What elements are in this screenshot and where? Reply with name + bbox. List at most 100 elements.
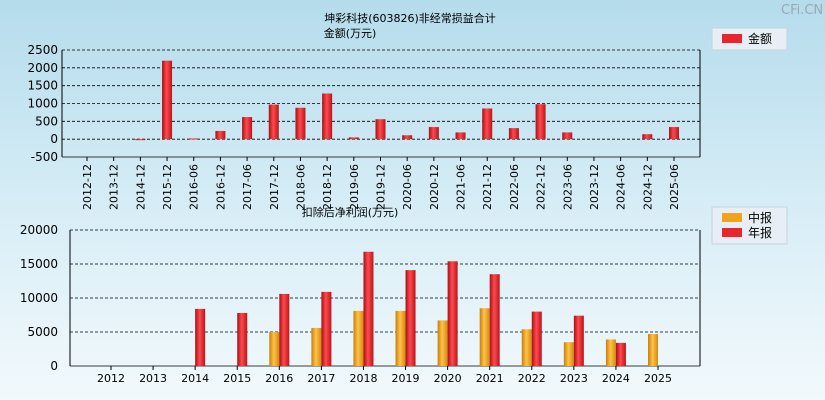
chart-1-x-tick-label: 2022-06 — [508, 164, 521, 210]
chart-1-x-tick-label: 2013-12 — [108, 164, 121, 210]
chart-1-bar — [242, 117, 253, 140]
chart-1-x-tick-label: 2014-12 — [134, 164, 147, 210]
chart-2-bar-interim — [353, 310, 364, 366]
chart-2-net-profit: 扣除后净利润(万元) 0 5000 10000 15000 20000 2012 2013… — [20, 205, 788, 385]
legend-label-interim: 中报 — [748, 210, 772, 225]
chart-1-x-tick-label: 2025-06 — [668, 164, 681, 210]
chart-2-x-tick-label: 2019 — [392, 372, 420, 385]
chart-2-x-tick-label: 2022 — [518, 372, 546, 385]
chart-1-nonrecurring-gains: 坤彩科技(603826)非经常损益合计 金额(万元) -500 0 500 1000 1… — [27, 11, 788, 210]
chart-1-x-tick-label: 2019-06 — [348, 164, 361, 210]
chart-1-bar — [455, 132, 466, 140]
chart-1-x-tick-label: 2024-06 — [615, 164, 628, 210]
chart-2-x-tick-label: 2014 — [181, 372, 209, 385]
chart-2-x-tick-label: 2021 — [476, 372, 504, 385]
chart-1-bar — [322, 93, 333, 140]
chart-2-x-tick-label: 2025 — [644, 372, 672, 385]
chart-1-y-tick-label: 1500 — [27, 79, 58, 93]
chart-1-bar — [535, 104, 546, 140]
legend-swatch-interim — [722, 213, 742, 222]
chart-1-title: 坤彩科技(603826)非经常损益合计 — [324, 11, 496, 25]
chart-2-x-tick-label: 2013 — [139, 372, 167, 385]
chart-1-bars — [135, 60, 679, 141]
legend-swatch-amount — [722, 34, 742, 43]
chart-1-x-tick-label: 2020-12 — [428, 164, 441, 210]
chart-1-bar — [268, 104, 279, 140]
chart-1-bar — [295, 107, 306, 140]
chart-1-bar — [562, 132, 573, 140]
chart-1-x-tick-label: 2019-12 — [375, 164, 388, 210]
chart-1-x-tick-label: 2022-12 — [535, 164, 548, 210]
chart-1-legend: 金额 — [711, 27, 788, 51]
chart-1-bar — [428, 127, 439, 140]
chart-2-y-axis: 0 5000 10000 15000 20000 — [20, 223, 58, 373]
chart-2-bar-annual — [447, 261, 458, 366]
chart-2-bar-interim — [269, 332, 280, 366]
chart-2-x-tick-label: 2016 — [265, 372, 293, 385]
chart-1-bar — [348, 137, 359, 140]
chart-1-x-tick-label: 2024-12 — [641, 164, 654, 210]
chart-1-bar — [642, 134, 653, 140]
legend-label-amount: 金额 — [748, 31, 772, 46]
chart-2-bar-annual — [405, 270, 416, 366]
chart-1-x-tick-label: 2012-12 — [81, 164, 94, 210]
chart-1-bar — [215, 130, 226, 140]
chart-2-bars — [195, 251, 658, 366]
chart-1-y-tick-label: 2000 — [27, 61, 58, 75]
chart-1-y-tick-label: -500 — [31, 150, 58, 164]
chart-2-bar-annual — [321, 291, 332, 366]
chart-2-bar-interim — [563, 342, 574, 366]
chart-2-bar-annual — [615, 342, 626, 366]
chart-1-x-tick-label: 2018-12 — [321, 164, 334, 210]
chart-1-x-tick-label: 2016-12 — [214, 164, 227, 210]
chart-2-gridlines — [69, 229, 701, 367]
chart-1-x-tick-label: 2017-06 — [241, 164, 254, 210]
chart-1-subtitle: 金额(万元) — [324, 26, 377, 40]
chart-1-bar — [482, 108, 493, 140]
chart-1-x-tick-label: 2023-12 — [588, 164, 601, 210]
chart-2-x-tick-label: 2018 — [349, 372, 377, 385]
chart-2-x-tick-label: 2017 — [307, 372, 335, 385]
legend-swatch-annual — [722, 228, 742, 237]
chart-1-bar — [188, 138, 199, 140]
chart-1-bar — [669, 127, 679, 140]
chart-1-x-tick-label: 2015-12 — [161, 164, 174, 210]
chart-1-x-tick-label: 2017-12 — [268, 164, 281, 210]
chart-2-x-tick-label: 2015 — [223, 372, 251, 385]
chart-1-x-tick-label: 2021-12 — [481, 164, 494, 210]
chart-2-bar-interim — [437, 320, 448, 366]
chart-2-bar-annual — [573, 315, 584, 366]
chart-2-y-tick-label: 5000 — [27, 325, 58, 339]
chart-1-y-tick-label: 0 — [50, 132, 58, 146]
chart-2-y-tick-label: 15000 — [20, 257, 58, 271]
chart-2-bar-interim — [395, 310, 406, 366]
legend-label-annual: 年报 — [748, 225, 772, 240]
chart-2-bar-interim — [521, 329, 532, 366]
chart-2-title: 扣除后净利润(万元) — [302, 205, 399, 219]
chart-2-x-tick-label: 2012 — [97, 372, 125, 385]
chart-1-x-tick-label: 2023-06 — [561, 164, 574, 210]
chart-1-x-tick-label: 2018-06 — [294, 164, 307, 210]
chart-1-bar — [135, 139, 146, 141]
chart-2-legend: 中报 年报 — [711, 206, 788, 245]
chart-2-bar-annual — [531, 311, 542, 366]
chart-2-bar-interim — [311, 327, 322, 366]
chart-1-x-tick-label: 2021-06 — [455, 164, 468, 210]
chart-2-y-tick-label: 10000 — [20, 291, 58, 305]
chart-2-bar-annual — [195, 308, 206, 366]
chart-2-y-tick-label: 20000 — [20, 223, 58, 237]
chart-1-y-tick-label: 2500 — [27, 43, 58, 57]
chart-2-bar-interim — [479, 308, 490, 366]
chart-2-bar-annual — [279, 293, 290, 366]
chart-1-bar — [162, 60, 173, 140]
chart-2-bar-annual — [489, 274, 500, 366]
chart-2-y-tick-label: 0 — [50, 359, 58, 373]
chart-2-x-tick-label: 2024 — [602, 372, 630, 385]
chart-2-x-tick-label: 2020 — [434, 372, 462, 385]
chart-2-x-axis: 2012 2013 2014 2015 2016 2017 2018 2019 2020 2021… — [97, 366, 672, 385]
chart-1-bar — [375, 119, 386, 140]
watermark: CFi.CN — [781, 3, 823, 18]
chart-1-x-axis: 2012-12 2013-12 2014-12 2015-12 2016-06 2016-… — [81, 157, 681, 210]
chart-1-x-tick-label: 2016-06 — [188, 164, 201, 210]
